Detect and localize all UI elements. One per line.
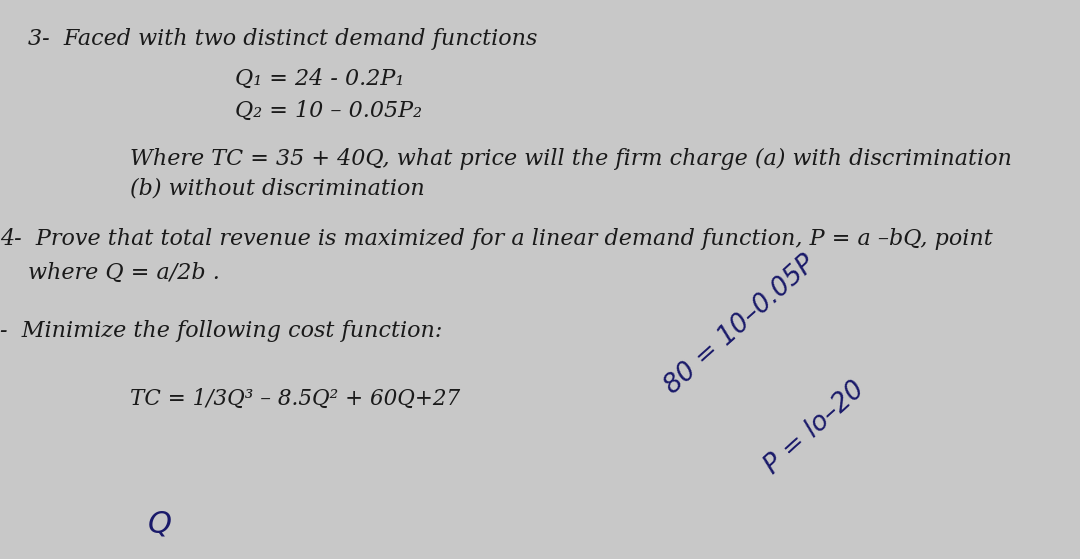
Text: 3-  Faced with two distinct demand functions: 3- Faced with two distinct demand functi… [28,28,538,50]
Text: Q: Q [148,510,172,539]
Text: Q₁ = 24 - 0.2P₁: Q₁ = 24 - 0.2P₁ [235,68,404,90]
Text: Q₂ = 10 – 0.05P₂: Q₂ = 10 – 0.05P₂ [235,100,422,122]
Text: P = lo–20: P = lo–20 [760,376,870,479]
Text: TC = 1/3Q³ – 8.5Q² + 60Q+27: TC = 1/3Q³ – 8.5Q² + 60Q+27 [130,388,460,410]
Text: 80 = 10–0.05P: 80 = 10–0.05P [660,250,821,399]
Text: -  Minimize the following cost function:: - Minimize the following cost function: [0,320,443,342]
Text: (b) without discrimination: (b) without discrimination [130,178,424,200]
Text: 4-  Prove that total revenue is maximized for a linear demand function, P = a –b: 4- Prove that total revenue is maximized… [0,228,993,250]
Text: where Q = a/2b .: where Q = a/2b . [28,262,220,284]
Text: Where TC = 35 + 40Q, what price will the firm charge (a) with discrimination: Where TC = 35 + 40Q, what price will the… [130,148,1012,170]
